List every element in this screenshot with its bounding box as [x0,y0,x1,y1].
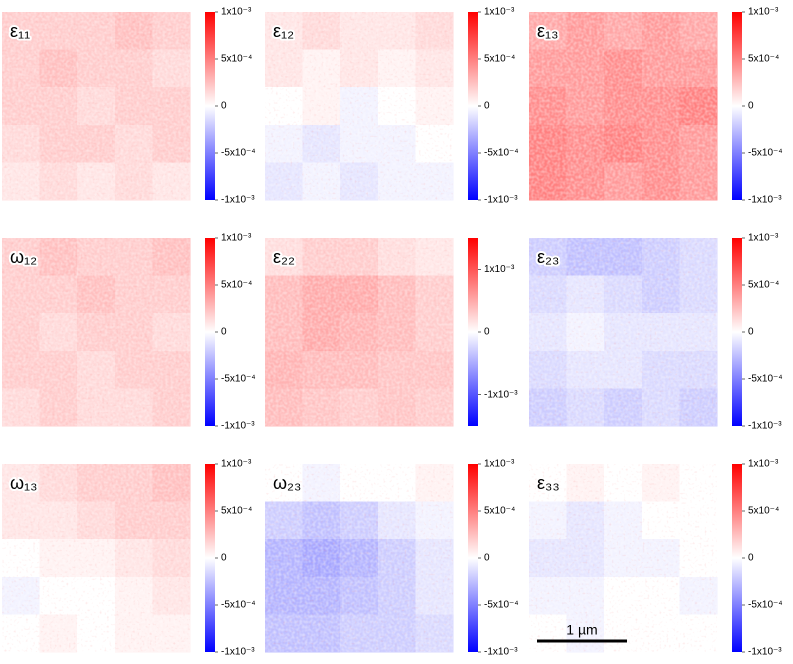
texture [2,12,190,200]
colorbar [732,238,742,426]
colorbar-tick-label: -1x10⁻³ [748,421,782,432]
panel-title: ε₂₃ [537,247,559,267]
colorbar-tick-label: 5x10⁻⁴ [484,54,515,65]
colorbar-tick-label: -1x10⁻³ [484,647,518,658]
texture [265,238,453,426]
colorbar [205,12,215,200]
panel-title: ω₂₃ [273,473,301,493]
heatmap-panel: ε₂₂ 1x10⁻³ 0 -1x10⁻³ [265,238,518,427]
colorbar-tick-label: 0 [221,101,227,112]
colorbar-tick-label: -1x10⁻³ [484,195,518,206]
colorbar-tick-label: 0 [484,327,490,338]
heatmap-panel: ω₂₃ 1x10⁻³ 5x10⁻⁴ 0 -5x10⁻⁴ -1x10⁻³ [265,459,519,658]
colorbar-tick-label: 1x10⁻³ [748,233,779,244]
colorbar-tick-label: -1x10⁻³ [221,421,255,432]
texture [529,12,717,200]
colorbar-tick-label: -5x10⁻⁴ [484,600,519,611]
panel-title: ε₃₃ [537,473,560,493]
panel-title: ω₁₂ [10,247,37,267]
colorbar-tick-label: 0 [748,327,754,338]
colorbar [205,238,215,426]
colorbar [468,464,478,652]
texture [529,464,717,652]
colorbar [468,238,478,426]
colorbar [732,12,742,200]
texture [265,12,453,200]
panel-title: ε₂₂ [273,247,295,267]
colorbar-tick-label: 1x10⁻³ [484,264,515,275]
colorbar [468,12,478,200]
heatmap-panel: ε₁₂ 1x10⁻³ 5x10⁻⁴ 0 -5x10⁻⁴ -1x10⁻³ [265,7,519,206]
colorbar-tick-label: -1x10⁻³ [748,647,782,658]
heatmap-panel: ε₁₁ 1x10⁻³ 5x10⁻⁴ 0 -5x10⁻⁴ -1x10⁻³ [2,7,256,206]
colorbar-tick-label: -5x10⁻⁴ [221,600,256,611]
colorbar [732,464,742,652]
colorbar [205,464,215,652]
heatmap-panel: ε₂₃ 1x10⁻³ 5x10⁻⁴ 0 -5x10⁻⁴ -1x10⁻³ [529,233,783,432]
texture [2,238,190,426]
heatmap-panel: ε₁₃ 1x10⁻³ 5x10⁻⁴ 0 -5x10⁻⁴ -1x10⁻³ [529,7,783,206]
colorbar-tick-label: -5x10⁻⁴ [748,600,783,611]
colorbar-tick-label: -5x10⁻⁴ [221,148,256,159]
colorbar-tick-label: 0 [221,327,227,338]
colorbar-tick-label: -5x10⁻⁴ [748,374,783,385]
colorbar-tick-label: 5x10⁻⁴ [221,280,252,291]
heatmap-panel: ω₁₃ 1x10⁻³ 5x10⁻⁴ 0 -5x10⁻⁴ -1x10⁻³ [2,459,256,658]
colorbar-tick-label: -1x10⁻³ [221,647,255,658]
colorbar-tick-label: 0 [484,101,490,112]
colorbar-tick-label: 0 [748,553,754,564]
heatmap-panel: ω₁₂ 1x10⁻³ 5x10⁻⁴ 0 -5x10⁻⁴ -1x10⁻³ [2,233,256,432]
colorbar-tick-label: -1x10⁻³ [484,389,518,400]
panel-title: ε₁₃ [537,21,558,41]
colorbar-tick-label: 1x10⁻³ [748,7,779,18]
colorbar-tick-label: 0 [484,553,490,564]
colorbar-tick-label: -1x10⁻³ [221,195,255,206]
colorbar-tick-label: 1x10⁻³ [221,233,252,244]
scale-bar-label: 1 µm [566,622,597,638]
colorbar-tick-label: 5x10⁻⁴ [221,54,252,65]
colorbar-tick-label: 5x10⁻⁴ [484,506,515,517]
colorbar-tick-label: 1x10⁻³ [484,459,515,470]
panel-title: ω₁₃ [10,473,37,493]
colorbar-tick-label: -5x10⁻⁴ [484,148,519,159]
colorbar-tick-label: 0 [748,101,754,112]
texture [265,464,453,652]
colorbar-tick-label: -5x10⁻⁴ [748,148,783,159]
scale-bar: 1 µm [537,622,627,643]
colorbar-tick-label: 5x10⁻⁴ [748,506,779,517]
colorbar-tick-label: 1x10⁻³ [748,459,779,470]
colorbar-tick-label: 1x10⁻³ [484,7,515,18]
panel-title: ε₁₂ [273,21,294,41]
colorbar-tick-label: -5x10⁻⁴ [221,374,256,385]
heatmap-panel: ε₃₃ 1x10⁻³ 5x10⁻⁴ 0 -5x10⁻⁴ -1x10⁻³ [529,459,783,658]
texture [2,464,190,652]
colorbar-tick-label: 5x10⁻⁴ [748,280,779,291]
colorbar-tick-label: 0 [221,553,227,564]
colorbar-tick-label: 1x10⁻³ [221,7,252,18]
colorbar-tick-label: 5x10⁻⁴ [221,506,252,517]
colorbar-tick-label: 1x10⁻³ [221,459,252,470]
panel-title: ε₁₁ [10,21,30,41]
texture [529,238,717,426]
colorbar-tick-label: -1x10⁻³ [748,195,782,206]
colorbar-tick-label: 5x10⁻⁴ [748,54,779,65]
